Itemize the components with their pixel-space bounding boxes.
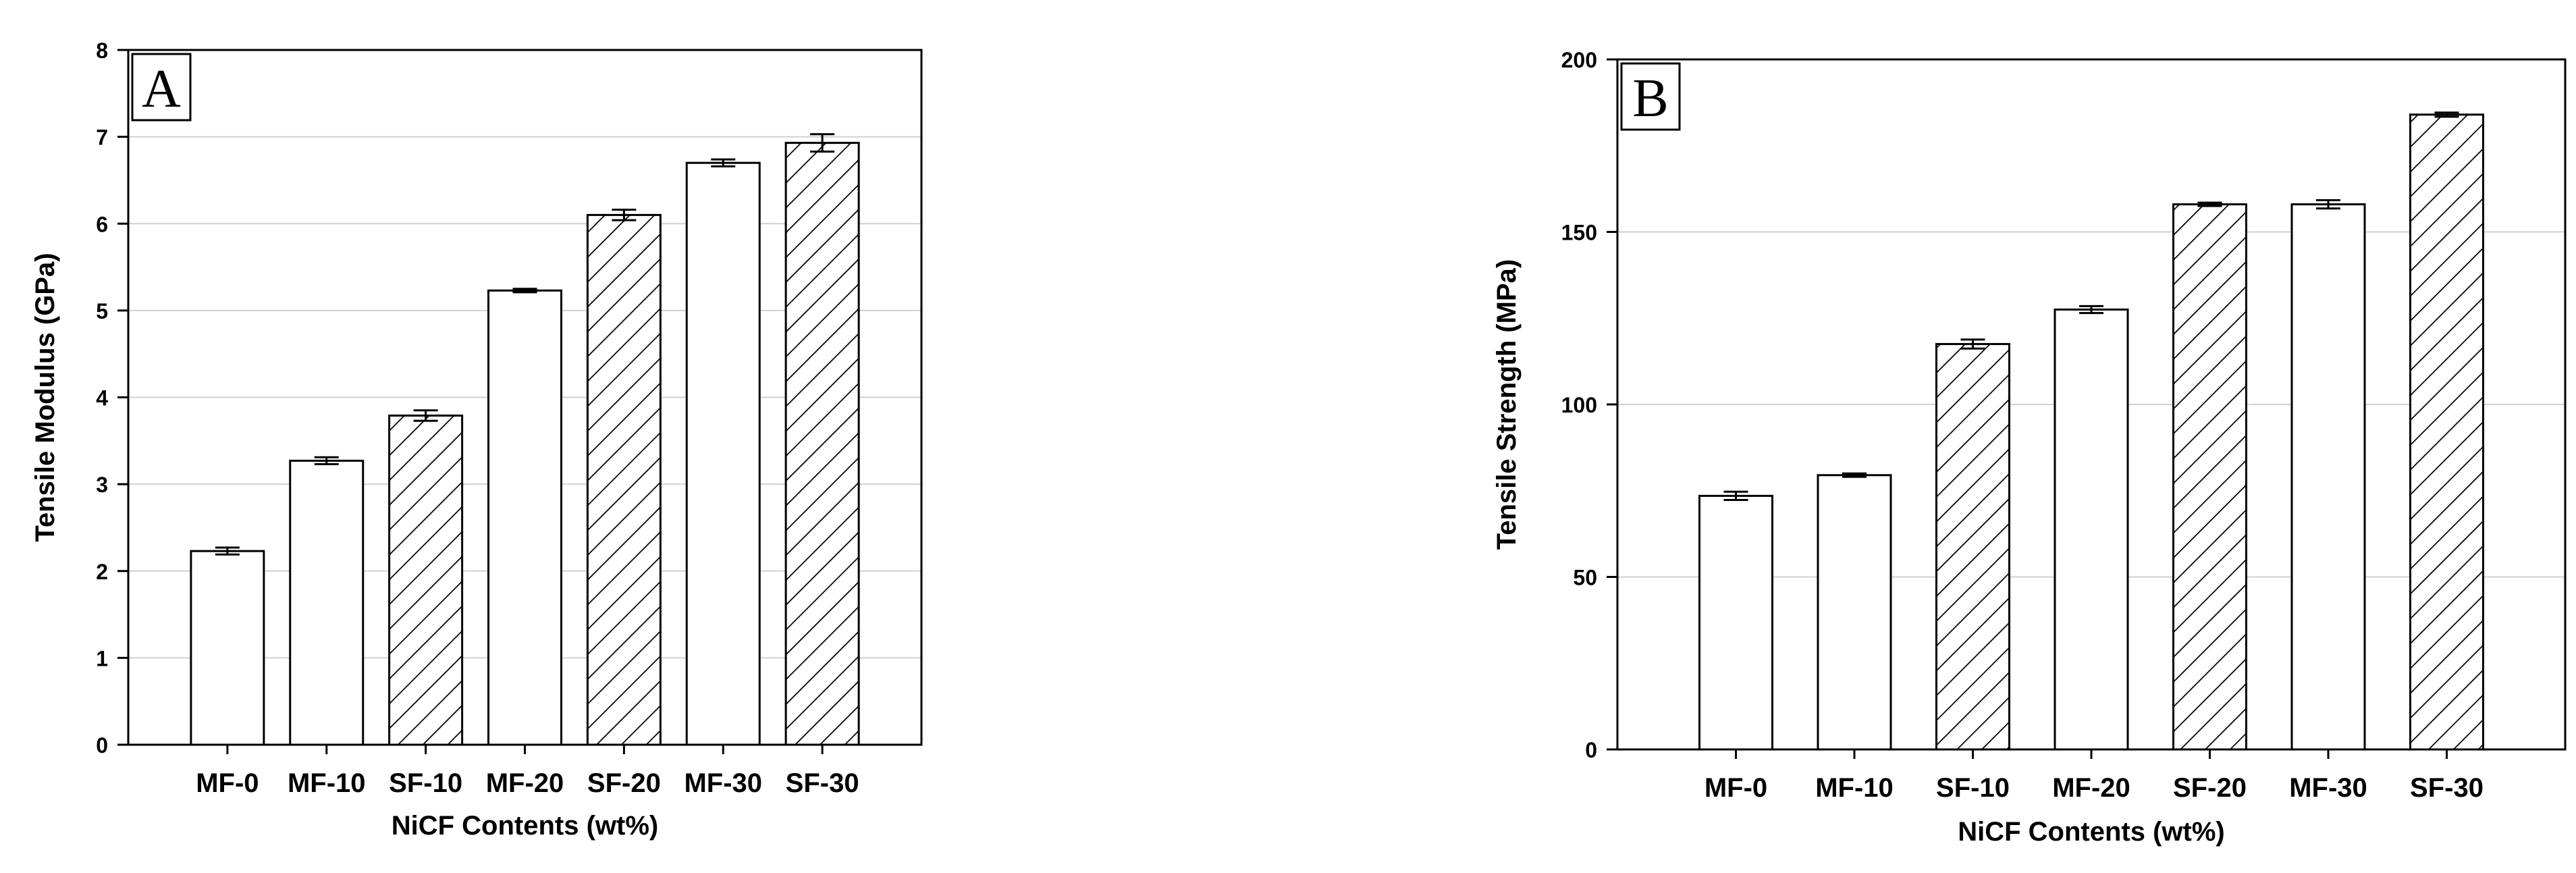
error-bar-mf-10 [314,456,339,466]
error-bar-sf-20 [612,209,637,221]
bar-sf-20 [2172,203,2247,751]
error-bar-mf-20 [512,288,537,294]
chart-panel-a: 0 1 2 3 4 5 6 7 8 MF-0 MF-10 SF-10 MF-20 SF-20 MF-30 SF… [30,38,923,841]
error-bar-sf-30 [810,133,835,153]
y-tick-label: 3 [96,473,108,497]
x-tick-label: SF-30 [2410,773,2484,803]
y-axis-title: Tensile Strength (MPa) [1492,259,1522,550]
x-tick-label: MF-20 [2052,773,2130,803]
bar-mf-10 [1817,474,1892,751]
bar-mf-30 [2290,203,2366,751]
error-bar-sf-10 [1960,338,1985,350]
x-axis-title: NiCF Contents (wt%) [392,811,659,841]
panel-label: A [131,53,192,122]
bar-mf-20 [2054,308,2129,751]
bar-mf-10 [289,459,365,746]
y-tick-label: 7 [96,126,108,150]
y-tick-label: 1 [96,646,108,670]
error-bar-mf-20 [2079,305,2103,315]
x-tick-label: MF-0 [196,768,259,798]
y-tick-label: 4 [96,386,108,411]
error-bar-mf-30 [711,158,736,167]
bar-mf-30 [685,161,761,746]
y-tick-label: 0 [1585,738,1597,762]
x-tick-label: MF-10 [1815,773,1894,803]
bar-sf-10 [388,415,464,746]
y-tick-label: 50 [1573,566,1597,590]
bar-mf-0 [1698,494,1773,751]
y-tick-label: 8 [96,38,108,63]
bar-sf-30 [784,142,860,746]
bar-mf-20 [487,289,562,746]
x-tick-label: MF-30 [684,768,762,798]
y-tick-label: 100 [1561,393,1597,417]
error-bar-mf-10 [1842,472,1867,478]
svg-text:B: B [1632,69,1668,128]
svg-text:A: A [142,59,181,119]
bar-sf-30 [2409,113,2484,751]
y-tick-label: 2 [96,560,108,584]
error-bar-sf-30 [2434,111,2459,118]
x-tick-label: MF-30 [2289,773,2367,803]
y-tick-label: 6 [96,212,108,236]
error-bar-sf-20 [2197,201,2222,207]
y-tick-label: 200 [1561,48,1597,72]
y-tick-label: 150 [1561,221,1597,245]
y-tick-label: 0 [96,733,108,758]
bar-sf-10 [1935,343,2010,751]
x-tick-label: MF-10 [288,768,366,798]
x-tick-label: SF-30 [786,768,859,798]
y-axis-title: Tensile Modulus (GPa) [30,253,60,541]
x-tick-label: SF-10 [389,768,462,798]
x-axis-title: NiCF Contents (wt%) [1958,817,2225,847]
chart-panel-b: 0 50 100 150 200 MF-0 MF-10 SF-10 MF-20 SF-20 MF-3… [1492,48,2567,847]
x-tick-label: SF-20 [2173,773,2247,803]
error-bar-mf-0 [1723,490,1748,502]
x-tick-label: SF-20 [587,768,661,798]
x-tick-label: MF-20 [486,768,564,798]
x-tick-label: MF-0 [1705,773,1767,803]
error-bar-mf-0 [215,546,240,556]
panel-label: B [1620,62,1681,131]
bar-mf-0 [190,550,265,746]
error-bar-mf-30 [2316,199,2340,210]
error-bar-sf-10 [413,409,438,422]
x-tick-label: SF-10 [1936,773,2010,803]
bar-sf-20 [586,213,662,746]
y-tick-label: 5 [96,299,108,323]
